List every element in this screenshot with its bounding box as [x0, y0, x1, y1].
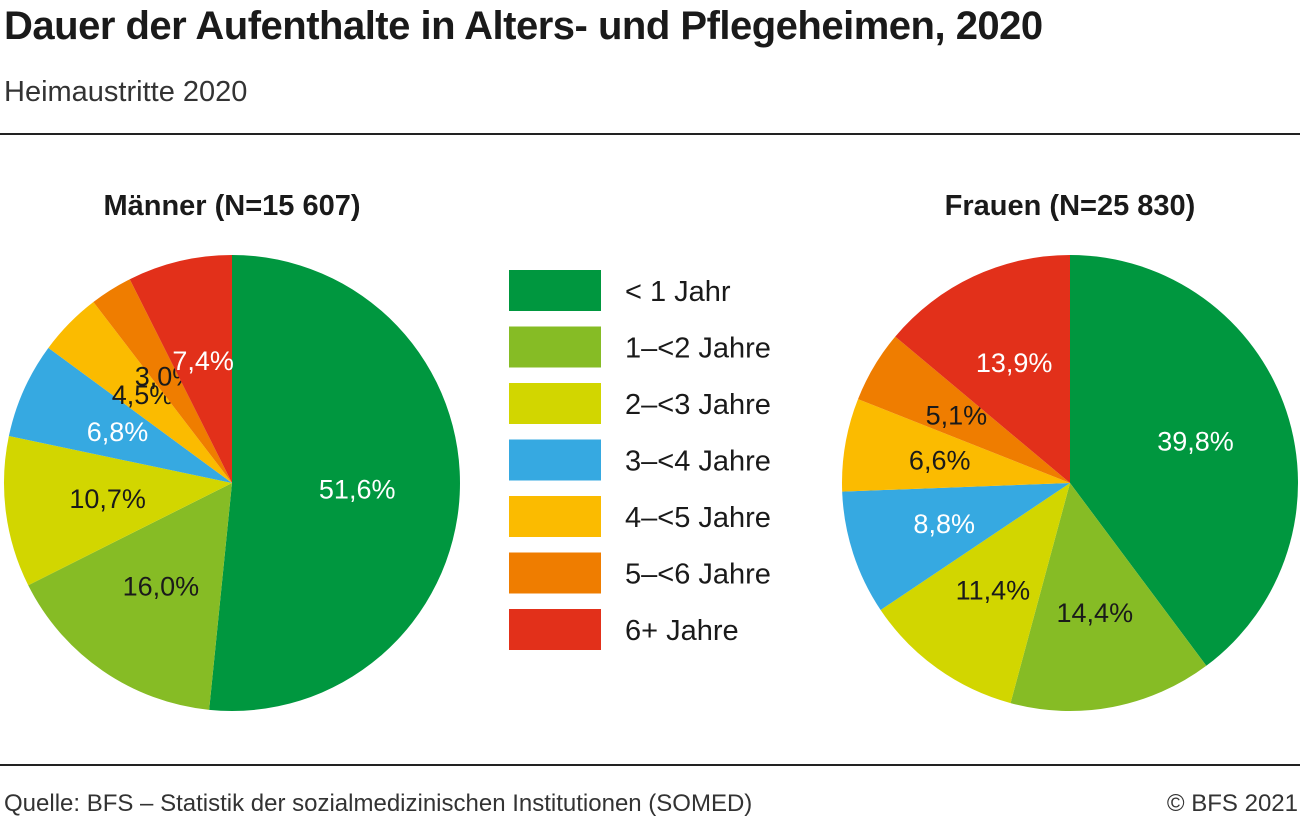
pie-slice-frauen-2: [1010, 483, 1207, 712]
pie-slice-frauen-3: [880, 483, 1070, 704]
chart-subtitle: Heimaustritte 2020: [4, 76, 248, 108]
slice-label-maenner-4: 6,8%: [87, 417, 149, 447]
legend-label-1: < 1 Jahr: [625, 276, 731, 308]
legend-swatch-5: [509, 496, 601, 537]
pie-slice-maenner-6: [93, 279, 232, 483]
legend-swatch-2: [509, 326, 601, 368]
slice-label-frauen-2: 14,4%: [1057, 598, 1134, 628]
slice-label-frauen-5: 6,6%: [909, 446, 971, 476]
top-divider: [0, 133, 1300, 135]
legend-label-5: 4–<5 Jahre: [625, 502, 771, 534]
slice-label-maenner-1: 51,6%: [319, 474, 396, 504]
legend-label-4: 3–<4 Jahre: [625, 446, 771, 478]
pie-slice-frauen-4: [842, 483, 1070, 610]
copyright-note: © BFS 2021: [1166, 790, 1298, 817]
pie-slice-maenner-1: [209, 255, 460, 711]
legend-label-3: 2–<3 Jahre: [625, 389, 771, 421]
pie-slice-maenner-2: [28, 483, 233, 710]
pie-title-maenner: Männer (N=15 607): [103, 190, 360, 222]
legend-swatch-6: [509, 552, 601, 594]
slice-label-frauen-6: 5,1%: [926, 400, 988, 430]
legend-swatch-7: [509, 609, 601, 650]
pie-slice-maenner-4: [8, 347, 232, 483]
legend-label-7: 6+ Jahre: [625, 615, 739, 647]
pie-slice-frauen-6: [858, 336, 1070, 483]
source-note: Quelle: BFS – Statistik der sozialmedizi…: [4, 790, 753, 817]
legend-swatch-1: [509, 270, 601, 311]
legend-label-2: 1–<2 Jahre: [625, 333, 771, 365]
slice-label-maenner-2: 16,0%: [123, 571, 200, 601]
chart-title: Dauer der Aufenthalte in Alters- und Pfl…: [4, 4, 1043, 48]
pie-slice-frauen-1: [1070, 255, 1299, 666]
pie-slice-maenner-5: [48, 301, 232, 483]
bottom-divider: [0, 764, 1300, 766]
slice-label-frauen-1: 39,8%: [1157, 426, 1234, 456]
pie-slice-frauen-5: [841, 399, 1070, 492]
pie-slice-maenner-7: [129, 255, 232, 483]
pie-slice-frauen-7: [895, 255, 1070, 483]
slice-label-maenner-7: 7,4%: [172, 346, 234, 376]
slice-label-frauen-3: 11,4%: [956, 576, 1031, 606]
legend-swatch-3: [509, 383, 601, 424]
pie-title-frauen: Frauen (N=25 830): [945, 190, 1196, 222]
slice-label-maenner-3: 10,7%: [69, 484, 146, 514]
pie-slice-maenner-3: [3, 436, 232, 586]
legend-swatch-4: [509, 439, 601, 481]
legend-label-6: 5–<6 Jahre: [625, 559, 771, 591]
slice-label-frauen-4: 8,8%: [913, 509, 975, 539]
slice-label-frauen-7: 13,9%: [976, 348, 1053, 378]
